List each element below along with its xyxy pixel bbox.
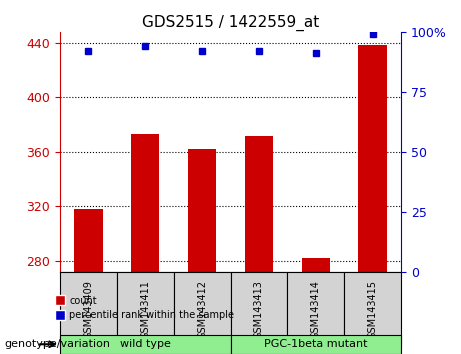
Text: PGC-1beta mutant: PGC-1beta mutant: [264, 339, 367, 349]
Bar: [301, 258, 330, 272]
FancyBboxPatch shape: [60, 272, 117, 347]
FancyBboxPatch shape: [287, 272, 344, 347]
Text: GSM143415: GSM143415: [367, 280, 378, 339]
FancyBboxPatch shape: [174, 272, 230, 347]
Bar: [131, 134, 160, 272]
FancyBboxPatch shape: [344, 272, 401, 347]
FancyBboxPatch shape: [230, 272, 287, 347]
Text: GSM143411: GSM143411: [140, 280, 150, 339]
Text: GSM143413: GSM143413: [254, 280, 264, 339]
Text: genotype/variation: genotype/variation: [5, 339, 111, 349]
FancyBboxPatch shape: [230, 335, 401, 354]
Bar: [74, 209, 102, 272]
Text: GSM143412: GSM143412: [197, 280, 207, 339]
FancyBboxPatch shape: [117, 272, 174, 347]
Title: GDS2515 / 1422559_at: GDS2515 / 1422559_at: [142, 14, 319, 30]
Bar: [358, 46, 387, 272]
Text: wild type: wild type: [120, 339, 171, 349]
Bar: [188, 149, 216, 272]
Legend: count, percentile rank within the sample: count, percentile rank within the sample: [51, 292, 238, 324]
FancyBboxPatch shape: [60, 335, 230, 354]
Text: GSM143414: GSM143414: [311, 280, 321, 339]
Text: GSM143409: GSM143409: [83, 280, 94, 339]
Bar: [245, 136, 273, 272]
